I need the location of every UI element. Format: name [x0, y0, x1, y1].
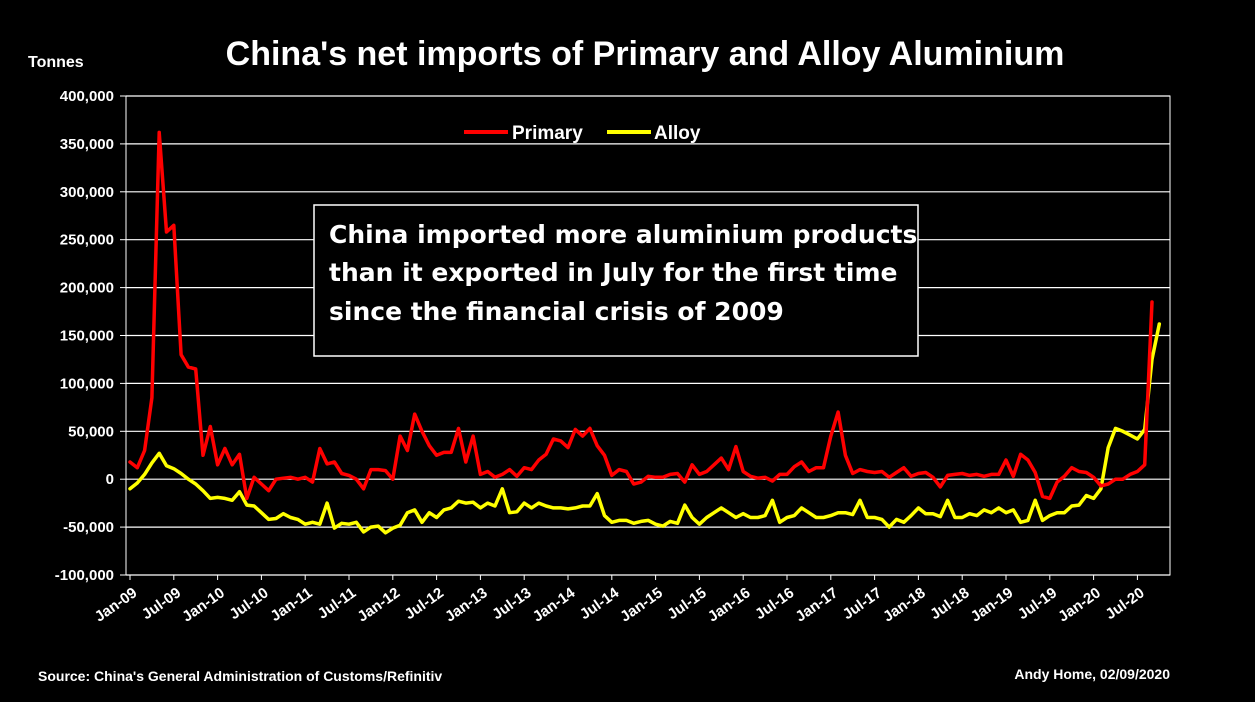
plot-area-border — [125, 95, 1171, 576]
y-tick-label: 250,000 — [60, 232, 114, 249]
y-tick-label: 50,000 — [68, 423, 114, 440]
series-line-primary — [128, 130, 1154, 501]
chart-title: China's net imports of Primary and Alloy… — [226, 35, 1065, 73]
y-tick-label: 200,000 — [60, 280, 114, 297]
series-lines — [128, 130, 1162, 535]
y-tick-label: 400,000 — [60, 88, 114, 105]
y-tick-label: -100,000 — [55, 567, 114, 584]
legend-label-primary: Primary — [512, 123, 583, 144]
y-axis-ticks: -100,000 -50,000 0 50,000 100,000 150,000 200,… — [55, 88, 126, 584]
annotation-line-1: China imported more aluminium products — [329, 220, 917, 249]
y-tick-label: -50,000 — [63, 519, 114, 536]
y-tick-label: 150,000 — [60, 328, 114, 345]
y-tick-label: 350,000 — [60, 136, 114, 153]
y-tick-label: 0 — [106, 471, 114, 488]
annotation-box: China imported more aluminium products t… — [313, 204, 919, 357]
author-credit: Andy Home, 02/09/2020 — [1014, 666, 1170, 682]
y-tick-label: 300,000 — [60, 184, 114, 201]
legend: Primary Alloy — [464, 123, 701, 144]
source-note: Source: China's General Administration o… — [38, 668, 442, 684]
annotation-box-frame — [313, 204, 919, 357]
y-axis-unit-label: Tonnes — [28, 54, 84, 71]
y-tick-label: 100,000 — [60, 375, 114, 392]
annotation-line-3: since the financial crisis of 2009 — [329, 297, 784, 326]
annotation-line-2: than it exported in July for the first t… — [329, 258, 897, 287]
series-line-alloy — [128, 322, 1162, 535]
legend-label-alloy: Alloy — [654, 123, 701, 144]
